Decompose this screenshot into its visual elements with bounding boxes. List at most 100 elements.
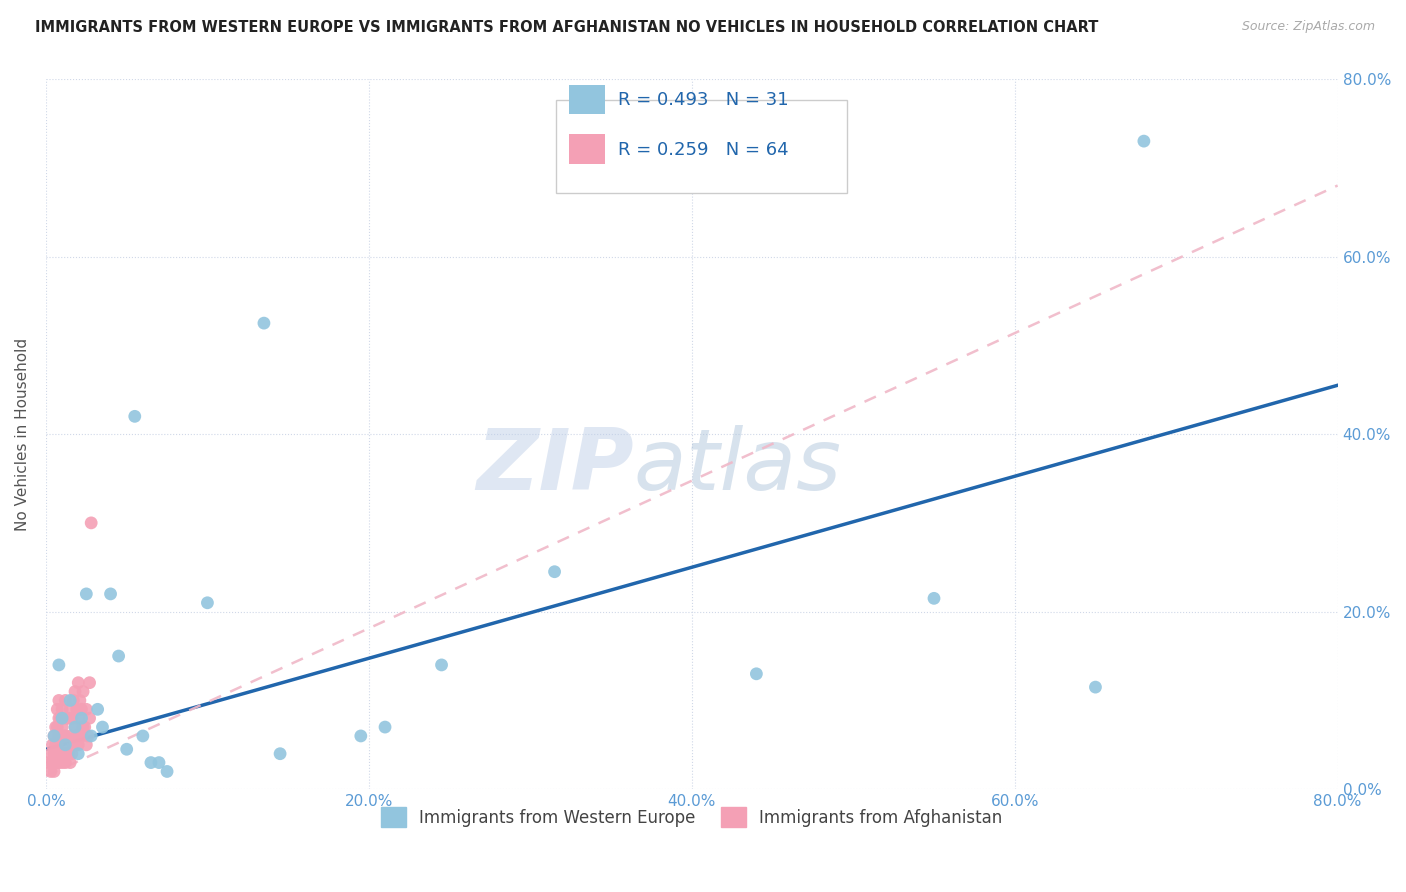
- Point: [75, 738, 97, 752]
- Point: [543, 565, 565, 579]
- Point: [75, 587, 97, 601]
- Point: [53, 756, 76, 770]
- Point: [115, 742, 138, 756]
- Point: [374, 720, 396, 734]
- Point: [58, 747, 80, 761]
- Point: [62, 693, 84, 707]
- Point: [63, 738, 86, 752]
- Point: [41, 738, 63, 752]
- Point: [42, 729, 65, 743]
- Point: [66, 729, 89, 743]
- Point: [45, 756, 67, 770]
- Point: [45, 720, 67, 734]
- Point: [51, 711, 73, 725]
- Point: [59, 702, 82, 716]
- Point: [51, 738, 73, 752]
- Point: [100, 587, 122, 601]
- Text: ZIP: ZIP: [477, 425, 634, 508]
- Point: [48, 711, 70, 725]
- Point: [269, 747, 291, 761]
- Text: IMMIGRANTS FROM WESTERN EUROPE VS IMMIGRANTS FROM AFGHANISTAN NO VEHICLES IN HOU: IMMIGRANTS FROM WESTERN EUROPE VS IMMIGR…: [35, 20, 1098, 35]
- Point: [107, 648, 129, 663]
- Point: [51, 756, 73, 770]
- Point: [72, 684, 94, 698]
- Point: [1133, 134, 1156, 148]
- Point: [253, 316, 276, 330]
- Point: [80, 729, 103, 743]
- Point: [49, 711, 72, 725]
- Point: [45, 738, 67, 752]
- Bar: [569, 135, 605, 164]
- Point: [77, 729, 100, 743]
- Point: [51, 702, 73, 716]
- Point: [197, 596, 219, 610]
- Point: [51, 720, 73, 734]
- Point: [67, 738, 90, 752]
- Point: [46, 756, 69, 770]
- Point: [52, 711, 75, 725]
- Point: [132, 729, 155, 743]
- Point: [70, 729, 93, 743]
- Point: [48, 657, 70, 672]
- Point: [75, 702, 97, 716]
- Bar: [569, 85, 605, 114]
- Point: [86, 702, 108, 716]
- Point: [148, 756, 170, 770]
- Point: [430, 657, 453, 672]
- Point: [80, 516, 103, 530]
- Point: [42, 729, 65, 743]
- Text: Source: ZipAtlas.com: Source: ZipAtlas.com: [1241, 20, 1375, 33]
- Point: [48, 756, 70, 770]
- Point: [139, 756, 162, 770]
- FancyBboxPatch shape: [557, 100, 846, 193]
- Text: R = 0.493   N = 31: R = 0.493 N = 31: [619, 91, 789, 110]
- Point: [67, 711, 90, 725]
- Point: [56, 711, 79, 725]
- Point: [70, 711, 93, 725]
- Point: [53, 738, 76, 752]
- Point: [79, 711, 101, 725]
- Point: [41, 756, 63, 770]
- Point: [67, 747, 90, 761]
- Point: [67, 675, 90, 690]
- Y-axis label: No Vehicles in Household: No Vehicles in Household: [15, 337, 30, 531]
- Point: [39, 764, 62, 779]
- Point: [56, 747, 79, 761]
- Point: [69, 729, 91, 743]
- Point: [69, 693, 91, 707]
- Point: [49, 729, 72, 743]
- Point: [49, 747, 72, 761]
- Point: [91, 720, 114, 734]
- Point: [53, 693, 76, 707]
- Point: [63, 720, 86, 734]
- Point: [66, 702, 89, 716]
- Point: [59, 756, 82, 770]
- Point: [70, 702, 93, 716]
- Point: [60, 711, 83, 725]
- Point: [59, 693, 82, 707]
- Point: [73, 720, 96, 734]
- Point: [42, 747, 65, 761]
- Point: [38, 756, 60, 770]
- Point: [156, 764, 179, 779]
- Point: [59, 729, 82, 743]
- Point: [48, 729, 70, 743]
- Point: [48, 693, 70, 707]
- Point: [124, 409, 146, 424]
- Point: [63, 684, 86, 698]
- Point: [922, 591, 945, 606]
- Point: [60, 747, 83, 761]
- Legend: Immigrants from Western Europe, Immigrants from Afghanistan: Immigrants from Western Europe, Immigran…: [374, 800, 1010, 834]
- Point: [52, 747, 75, 761]
- Point: [39, 747, 62, 761]
- Point: [46, 702, 69, 716]
- Point: [72, 720, 94, 734]
- Point: [53, 729, 76, 743]
- Point: [745, 666, 768, 681]
- Point: [63, 720, 86, 734]
- Point: [1084, 680, 1107, 694]
- Point: [79, 675, 101, 690]
- Point: [62, 738, 84, 752]
- Text: atlas: atlas: [634, 425, 842, 508]
- Point: [52, 729, 75, 743]
